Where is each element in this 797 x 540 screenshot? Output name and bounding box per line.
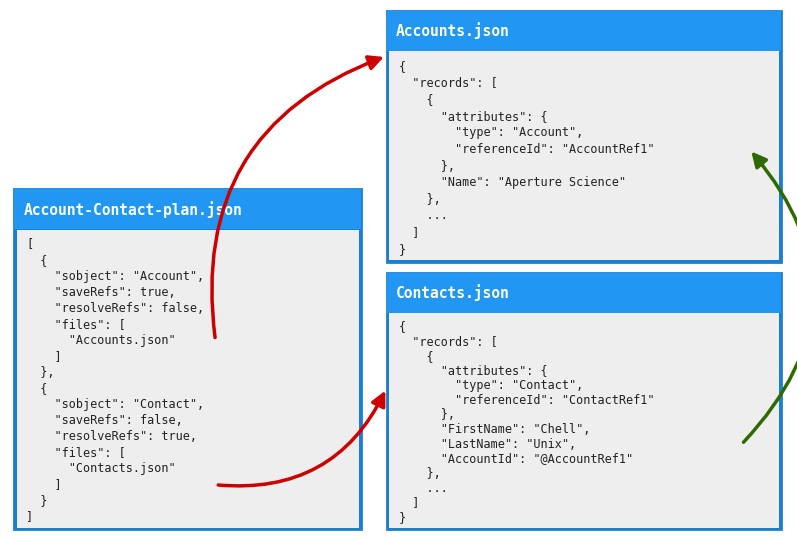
Text: },: },	[398, 193, 442, 206]
Text: "AccountId": "@AccountRef1": "AccountId": "@AccountRef1"	[398, 453, 634, 465]
Text: ]: ]	[26, 510, 33, 523]
Text: },: },	[398, 159, 456, 172]
Text: {: {	[398, 350, 434, 363]
Bar	[387, 273, 781, 313]
Text: }: }	[398, 243, 406, 256]
Text: {: {	[398, 321, 406, 334]
Text: ...: ...	[398, 210, 449, 222]
Text: ]: ]	[26, 478, 62, 491]
Text: "Contacts.json": "Contacts.json"	[26, 462, 176, 475]
Text: {: {	[398, 93, 434, 106]
Text: "type": "Contact",: "type": "Contact",	[398, 379, 583, 392]
Text: "saveRefs": true,: "saveRefs": true,	[26, 286, 176, 299]
Text: ...: ...	[398, 482, 449, 495]
Text: "sobject": "Contact",: "sobject": "Contact",	[26, 398, 204, 411]
Text: [: [	[26, 238, 33, 251]
Bar	[17, 230, 359, 528]
Text: Accounts.json: Accounts.json	[396, 23, 510, 39]
Text: ]: ]	[398, 496, 420, 509]
Text: ]: ]	[26, 350, 62, 363]
Text: }: }	[398, 511, 406, 524]
Bar	[14, 189, 361, 230]
Text: },: },	[398, 467, 442, 480]
Text: "FirstName": "Chell",: "FirstName": "Chell",	[398, 423, 591, 436]
Text: {: {	[26, 254, 48, 267]
Text: {: {	[398, 59, 406, 72]
Text: },: },	[26, 366, 55, 379]
Text: "files": [: "files": [	[26, 318, 126, 331]
Text: "records": [: "records": [	[398, 76, 498, 89]
Text: "resolveRefs": true,: "resolveRefs": true,	[26, 430, 198, 443]
Text: Account-Contact-plan.json: Account-Contact-plan.json	[24, 201, 242, 218]
Bar	[14, 189, 361, 529]
Text: }: }	[26, 494, 48, 507]
Text: "referenceId": "AccountRef1": "referenceId": "AccountRef1"	[398, 143, 655, 156]
Text: },: },	[398, 408, 456, 421]
Text: "attributes": {: "attributes": {	[398, 364, 548, 377]
Bar	[389, 51, 779, 260]
Bar	[387, 273, 781, 529]
Text: "records": [: "records": [	[398, 335, 498, 348]
Text: "resolveRefs": false,: "resolveRefs": false,	[26, 302, 204, 315]
Bar	[389, 313, 779, 528]
Bar	[387, 11, 781, 262]
Text: "referenceId": "ContactRef1": "referenceId": "ContactRef1"	[398, 394, 655, 407]
Text: "LastName": "Unix",: "LastName": "Unix",	[398, 438, 576, 451]
Text: "sobject": "Account",: "sobject": "Account",	[26, 269, 204, 282]
Text: "files": [: "files": [	[26, 446, 126, 459]
Bar	[387, 11, 781, 51]
Text: "saveRefs": false,: "saveRefs": false,	[26, 414, 183, 427]
Text: "type": "Account",: "type": "Account",	[398, 126, 583, 139]
Text: Contacts.json: Contacts.json	[396, 285, 510, 301]
Text: "Name": "Aperture Science": "Name": "Aperture Science"	[398, 176, 626, 189]
Text: ]: ]	[398, 226, 420, 239]
Text: {: {	[26, 382, 48, 395]
Text: "attributes": {: "attributes": {	[398, 110, 548, 123]
Text: "Accounts.json": "Accounts.json"	[26, 334, 176, 347]
